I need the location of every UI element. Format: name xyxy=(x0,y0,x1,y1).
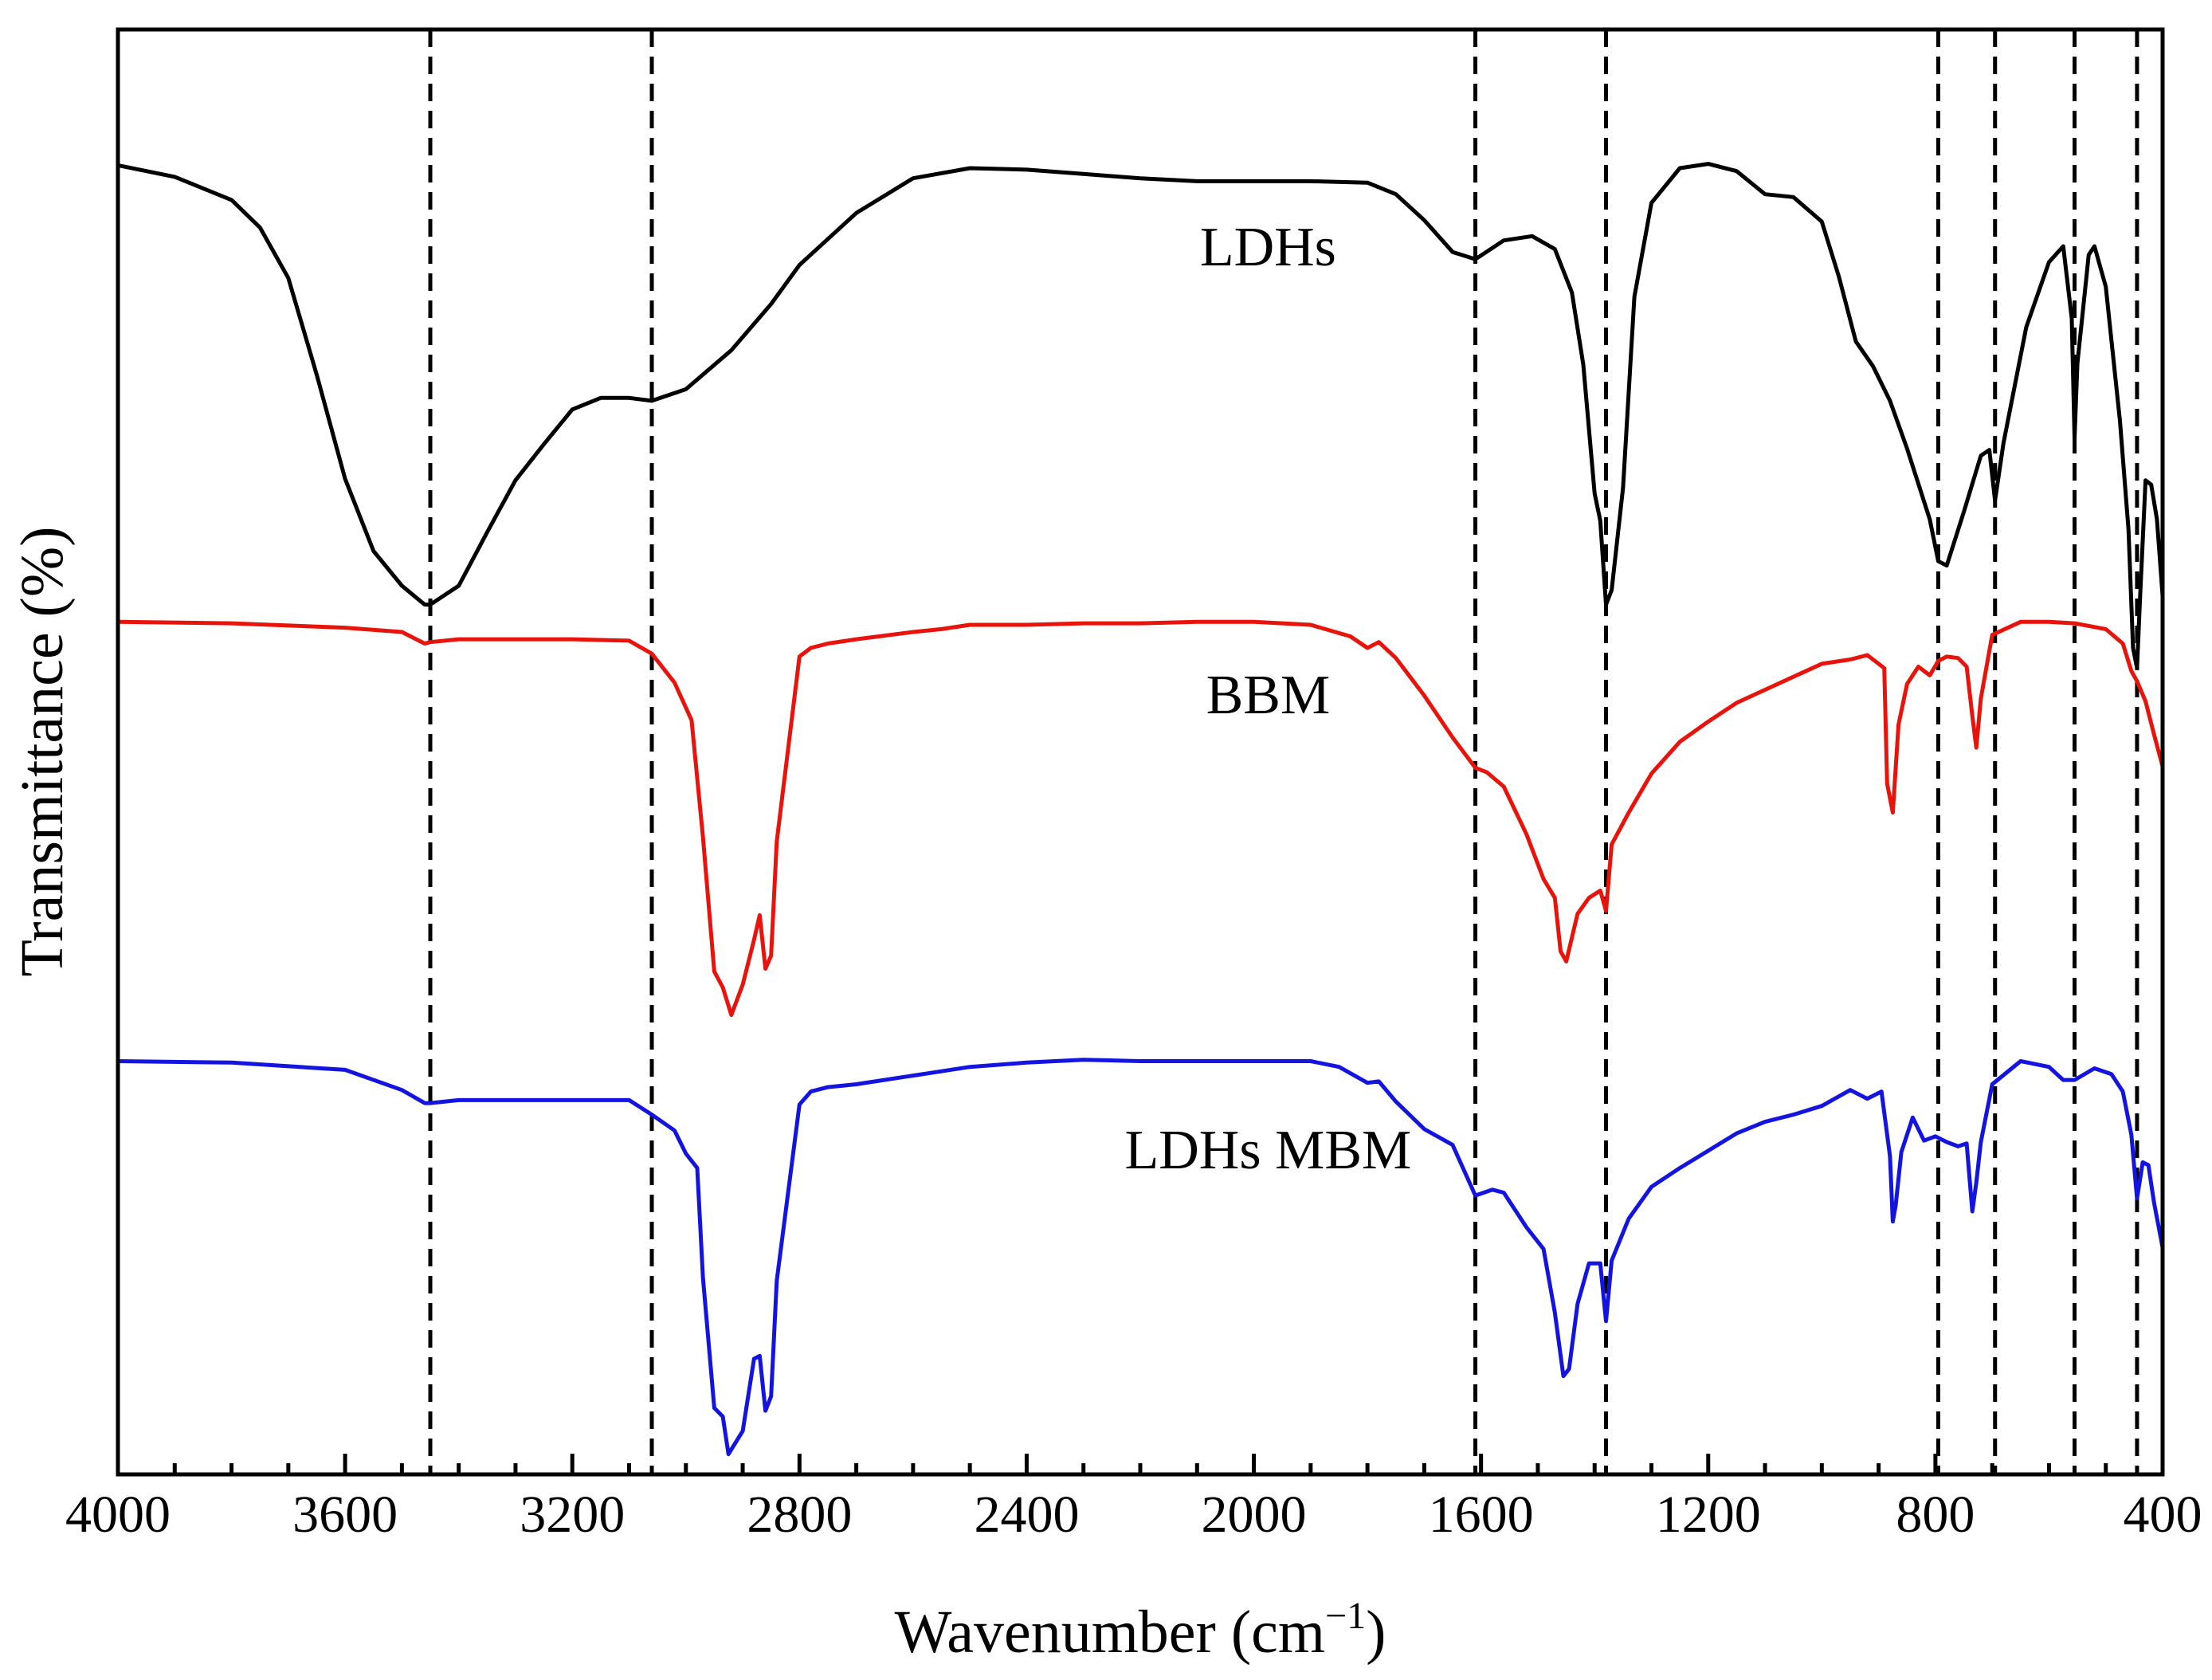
series-label-ldhs: LDHs xyxy=(1200,217,1336,278)
x-tick-label-1600: 1600 xyxy=(1429,1486,1534,1544)
series-line-ldhs-mbm xyxy=(116,1058,2165,1457)
x-axis-label: Wavenumber (cm−1) xyxy=(895,1595,1386,1666)
x-ticks xyxy=(116,1454,2165,1474)
x-tick-label-2400: 2400 xyxy=(974,1486,1079,1544)
x-tick-labels: 4000 3600 3200 2800 2400 2000 1600 1200 800 400 xyxy=(65,1486,2202,1544)
series-label-bbm: BBM xyxy=(1206,665,1331,726)
y-axis-label: Transmittance (%) xyxy=(9,527,76,977)
x-tick-label-800: 800 xyxy=(1896,1486,1975,1544)
spectra xyxy=(116,162,2165,1457)
series-label-ldhs-mbm: LDHs MBM xyxy=(1124,1120,1411,1181)
series-line-ldhs xyxy=(116,162,2165,670)
plot-frame xyxy=(116,27,2165,1477)
x-tick-label-1200: 1200 xyxy=(1656,1486,1761,1544)
series-line-bbm xyxy=(116,619,2165,1017)
x-tick-label-400: 400 xyxy=(2124,1486,2202,1544)
series-labels: LDHs BBM LDHs MBM xyxy=(1124,217,1411,1181)
reference-lines xyxy=(428,29,2139,1474)
x-tick-label-3600: 3600 xyxy=(292,1486,398,1544)
x-tick-label-4000: 4000 xyxy=(65,1486,171,1544)
x-tick-label-2800: 2800 xyxy=(747,1486,852,1544)
x-tick-label-3200: 3200 xyxy=(520,1486,625,1544)
x-tick-label-2000: 2000 xyxy=(1202,1486,1307,1544)
